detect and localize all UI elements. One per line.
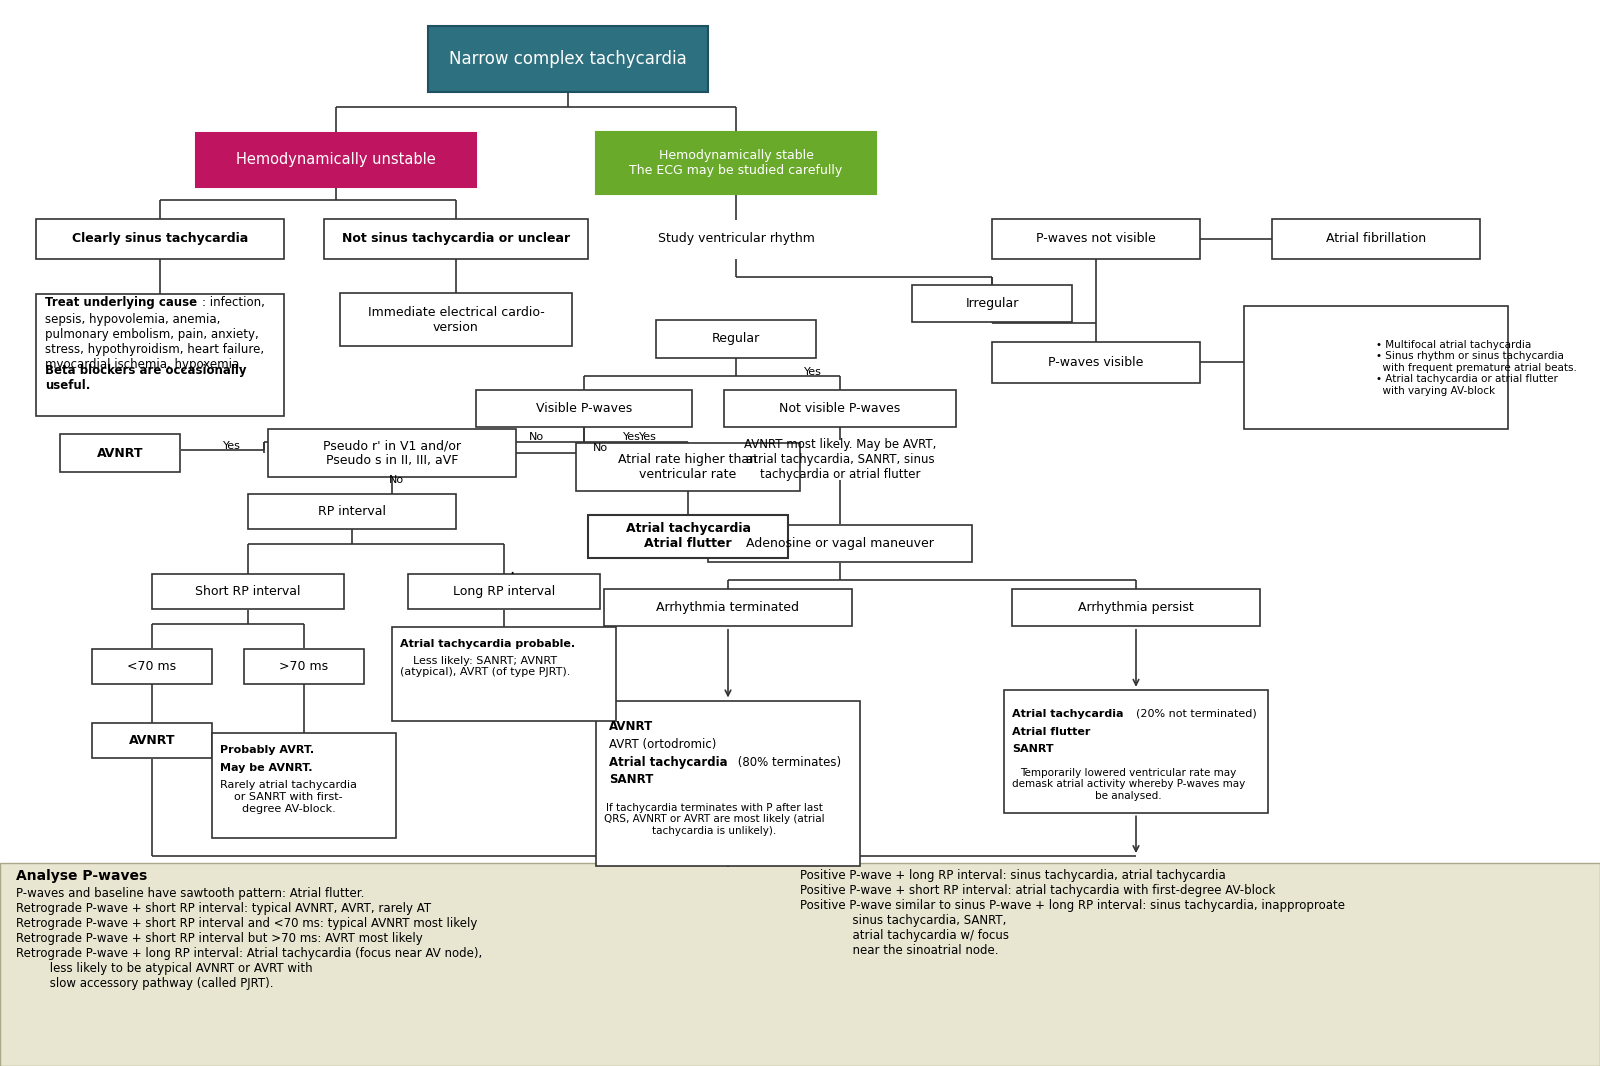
Text: P-waves not visible: P-waves not visible: [1037, 232, 1155, 245]
Text: Yes: Yes: [622, 432, 642, 442]
Text: Narrow complex tachycardia: Narrow complex tachycardia: [450, 50, 686, 67]
Text: Atrial tachycardia: Atrial tachycardia: [1011, 709, 1123, 718]
FancyBboxPatch shape: [392, 627, 616, 721]
Text: Not sinus tachycardia or unclear: Not sinus tachycardia or unclear: [342, 232, 570, 245]
Text: P-waves visible: P-waves visible: [1048, 356, 1144, 369]
FancyBboxPatch shape: [427, 26, 707, 92]
Text: Atrial tachycardia: Atrial tachycardia: [608, 756, 728, 769]
Text: AVNRT: AVNRT: [128, 734, 176, 747]
Text: Less likely: SANRT; AVNRT
(atypical), AVRT (of type PJRT).: Less likely: SANRT; AVNRT (atypical), AV…: [400, 656, 570, 677]
Text: sepsis, hypovolemia, anemia,
pulmonary embolism, pain, anxiety,
stress, hypothyr: sepsis, hypovolemia, anemia, pulmonary e…: [45, 313, 264, 371]
Text: Yes: Yes: [222, 440, 242, 451]
FancyBboxPatch shape: [248, 494, 456, 529]
Text: No: No: [592, 442, 608, 453]
Text: (80% terminates): (80% terminates): [733, 756, 840, 769]
FancyBboxPatch shape: [195, 133, 477, 187]
Text: Regular: Regular: [712, 333, 760, 345]
FancyBboxPatch shape: [597, 132, 877, 194]
FancyBboxPatch shape: [269, 429, 515, 478]
Text: Long RP interval: Long RP interval: [453, 585, 555, 598]
FancyBboxPatch shape: [211, 733, 397, 838]
Text: If tachycardia terminates with P after last
QRS, AVNRT or AVRT are most likely (: If tachycardia terminates with P after l…: [605, 803, 824, 836]
FancyBboxPatch shape: [0, 863, 1600, 1066]
Text: P-waves and baseline have sawtooth pattern: Atrial flutter.
Retrograde P-wave + : P-waves and baseline have sawtooth patte…: [16, 887, 482, 990]
FancyBboxPatch shape: [61, 435, 179, 471]
FancyBboxPatch shape: [992, 219, 1200, 259]
FancyBboxPatch shape: [1272, 219, 1480, 259]
Text: : infection,: : infection,: [202, 296, 264, 309]
Text: Atrial rate higher than
ventricular rate: Atrial rate higher than ventricular rate: [619, 453, 757, 481]
Text: Yes: Yes: [803, 367, 822, 377]
FancyBboxPatch shape: [1011, 588, 1261, 627]
Text: AVNRT most likely. May be AVRT,
atrial tachycardia, SANRT, sinus
tachycardia or : AVNRT most likely. May be AVRT, atrial t…: [744, 438, 936, 481]
FancyBboxPatch shape: [477, 389, 691, 426]
Text: SANRT: SANRT: [1011, 744, 1054, 754]
FancyBboxPatch shape: [605, 588, 851, 627]
Text: Atrial tachycardia
Atrial flutter: Atrial tachycardia Atrial flutter: [626, 522, 750, 550]
FancyBboxPatch shape: [93, 648, 211, 684]
Text: Analyse P-waves: Analyse P-waves: [16, 869, 147, 883]
Text: Yes: Yes: [638, 432, 658, 442]
Text: AVRT (ortodromic): AVRT (ortodromic): [608, 738, 717, 750]
Text: Treat underlying cause: Treat underlying cause: [45, 296, 197, 309]
Text: (20% not terminated): (20% not terminated): [1130, 709, 1256, 718]
FancyBboxPatch shape: [339, 293, 571, 346]
FancyBboxPatch shape: [152, 574, 344, 610]
FancyBboxPatch shape: [243, 648, 363, 684]
FancyBboxPatch shape: [1245, 307, 1507, 429]
Text: RP interval: RP interval: [318, 505, 386, 518]
Text: Positive P-wave + long RP interval: sinus tachycardia, atrial tachycardia
Positi: Positive P-wave + long RP interval: sinu…: [800, 869, 1346, 957]
FancyBboxPatch shape: [707, 526, 973, 563]
Text: AVNRT: AVNRT: [608, 720, 653, 732]
Text: No: No: [389, 474, 405, 485]
Text: Probably AVRT.: Probably AVRT.: [221, 745, 314, 755]
Text: Hemodynamically unstable: Hemodynamically unstable: [237, 152, 435, 167]
Text: Adenosine or vagal maneuver: Adenosine or vagal maneuver: [746, 537, 934, 550]
Text: Pseudo r' in V1 and/or
Pseudo s in II, III, aVF: Pseudo r' in V1 and/or Pseudo s in II, I…: [323, 439, 461, 467]
Text: >70 ms: >70 ms: [280, 660, 328, 673]
Text: Rarely atrial tachycardia
or SANRT with first-
degree AV-block.: Rarely atrial tachycardia or SANRT with …: [221, 780, 357, 813]
Text: Hemodynamically stable
The ECG may be studied carefully: Hemodynamically stable The ECG may be st…: [629, 149, 843, 177]
Text: SANRT: SANRT: [608, 773, 653, 786]
Text: May be AVNRT.: May be AVNRT.: [221, 763, 312, 773]
FancyBboxPatch shape: [1005, 691, 1267, 812]
Text: • Multifocal atrial tachycardia
• Sinus rhythm or sinus tachycardia
  with frequ: • Multifocal atrial tachycardia • Sinus …: [1376, 340, 1578, 395]
Text: <70 ms: <70 ms: [128, 660, 176, 673]
FancyBboxPatch shape: [656, 320, 816, 357]
Text: Visible P-waves: Visible P-waves: [536, 402, 632, 415]
Text: Not visible P-waves: Not visible P-waves: [779, 402, 901, 415]
Text: .: .: [509, 561, 515, 578]
FancyBboxPatch shape: [576, 442, 800, 490]
FancyBboxPatch shape: [595, 701, 861, 866]
FancyBboxPatch shape: [912, 285, 1072, 322]
FancyBboxPatch shape: [589, 515, 787, 558]
Text: Arrhythmia terminated: Arrhythmia terminated: [656, 601, 800, 614]
Text: AVNRT: AVNRT: [96, 447, 144, 459]
Text: Clearly sinus tachycardia: Clearly sinus tachycardia: [72, 232, 248, 245]
Text: Temporarily lowered ventricular rate may
demask atrial activity whereby P-waves : Temporarily lowered ventricular rate may…: [1011, 768, 1245, 801]
FancyBboxPatch shape: [723, 389, 957, 426]
Text: No: No: [528, 432, 544, 442]
Text: Arrhythmia persist: Arrhythmia persist: [1078, 601, 1194, 614]
Text: Atrial flutter: Atrial flutter: [1011, 727, 1090, 737]
Text: Beta blockers are occasionally
useful.: Beta blockers are occasionally useful.: [45, 364, 246, 391]
Text: Irregular: Irregular: [965, 297, 1019, 310]
Text: Study ventricular rhythm: Study ventricular rhythm: [658, 232, 814, 245]
FancyBboxPatch shape: [408, 574, 600, 610]
FancyBboxPatch shape: [323, 219, 587, 259]
FancyBboxPatch shape: [37, 219, 285, 259]
FancyBboxPatch shape: [37, 293, 285, 416]
Text: Atrial fibrillation: Atrial fibrillation: [1326, 232, 1426, 245]
FancyBboxPatch shape: [992, 342, 1200, 383]
FancyBboxPatch shape: [93, 723, 211, 759]
Text: Short RP interval: Short RP interval: [195, 585, 301, 598]
Text: Atrial tachycardia probable.: Atrial tachycardia probable.: [400, 639, 574, 648]
Text: Immediate electrical cardio-
version: Immediate electrical cardio- version: [368, 306, 544, 334]
